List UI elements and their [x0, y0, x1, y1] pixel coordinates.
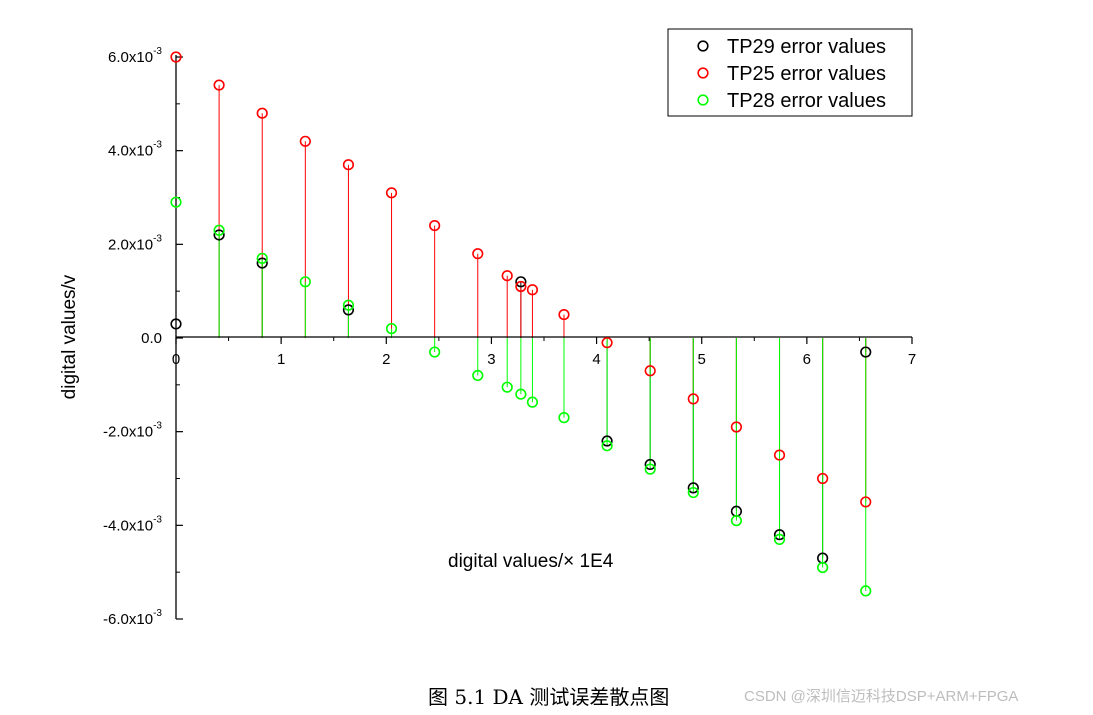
x-axis-ticks: 0 1 2 3 4 5 6 7 [172, 337, 916, 368]
x-tick-label: 0 [172, 351, 180, 368]
y-tick-label: 4.0x10-3 [108, 140, 162, 160]
x-tick-label: 6 [803, 351, 811, 368]
data-point [515, 280, 527, 293]
data-point [342, 299, 355, 311]
data-point [558, 308, 570, 321]
data-point [773, 449, 786, 461]
y-axis-title: digital values/v [59, 274, 80, 399]
data-point [299, 276, 311, 288]
data-point [773, 533, 786, 545]
data-point [860, 585, 872, 597]
data-point [860, 496, 872, 508]
data-point [213, 224, 225, 236]
data-point [170, 51, 182, 63]
data-point [515, 276, 527, 288]
data-point [385, 323, 398, 335]
data-point [213, 79, 225, 91]
data-point [170, 196, 182, 208]
data-point [860, 346, 872, 358]
data-point [687, 393, 699, 405]
data-point [385, 187, 398, 199]
data-point [526, 396, 539, 408]
legend-marker [697, 40, 709, 52]
data-point [256, 257, 268, 269]
y-tick-label: 6.0x10-3 [108, 46, 162, 66]
y-tick-label: -6.0x10-3 [103, 608, 162, 628]
x-tick-label: 4 [592, 351, 600, 368]
data-point [501, 270, 513, 282]
drop-lines [175, 57, 867, 591]
data-point [170, 318, 182, 330]
legend-box [667, 28, 913, 117]
y-tick-label: 0.0 [141, 330, 162, 347]
data-point [429, 220, 441, 232]
legend: TP29 error values TP25 error values TP28 e… [667, 28, 913, 117]
data-point [601, 435, 613, 447]
data-point [687, 482, 699, 494]
legend-marker [697, 67, 709, 79]
watermark: CSDN @深圳信迈科技DSP+ARM+FPGA [744, 688, 1019, 705]
figure-caption: 图 5.1 DA 测试误差散点图 [428, 685, 670, 709]
x-tick-label: 7 [908, 351, 916, 368]
y-axis-ticks: 6.0x10-3 4.0x10-3 2.0x10-3 0.0 -2.0x10-3 -4.0… [103, 46, 183, 628]
y-tick-label: -2.0x10-3 [103, 421, 162, 441]
legend-label: TP28 error values [727, 90, 886, 112]
data-point [472, 369, 484, 382]
data-point [558, 412, 570, 424]
legend-label: TP25 error values [727, 63, 886, 85]
data-point [213, 229, 225, 241]
x-tick-label: 3 [487, 351, 495, 368]
data-point [429, 346, 441, 358]
data-point [256, 107, 268, 119]
x-tick-label: 1 [277, 351, 285, 368]
data-point [472, 248, 484, 260]
data-point [601, 440, 613, 452]
data-point [342, 159, 355, 171]
legend-label: TP29 error values [727, 36, 886, 58]
data-point [817, 561, 829, 574]
x-tick-label: 2 [382, 351, 390, 368]
data-point [601, 337, 613, 349]
data-point [730, 421, 743, 433]
data-point [644, 463, 656, 475]
legend-marker [697, 94, 709, 106]
data-point [817, 472, 829, 485]
y-tick-label: 2.0x10-3 [108, 233, 162, 253]
data-point [730, 515, 743, 527]
data-point [342, 304, 355, 316]
data-point [515, 388, 527, 400]
data-point [687, 486, 699, 499]
data-markers [170, 51, 872, 597]
y-tick-label: -4.0x10-3 [103, 514, 162, 534]
data-point [501, 381, 513, 393]
data-point [644, 365, 656, 377]
x-tick-label: 5 [698, 351, 706, 368]
data-point [644, 458, 656, 471]
data-point [773, 529, 786, 541]
x-axis-title: digital values/× 1E4 [448, 551, 614, 572]
data-point [256, 252, 268, 264]
data-point [299, 135, 311, 147]
data-point [526, 284, 539, 296]
